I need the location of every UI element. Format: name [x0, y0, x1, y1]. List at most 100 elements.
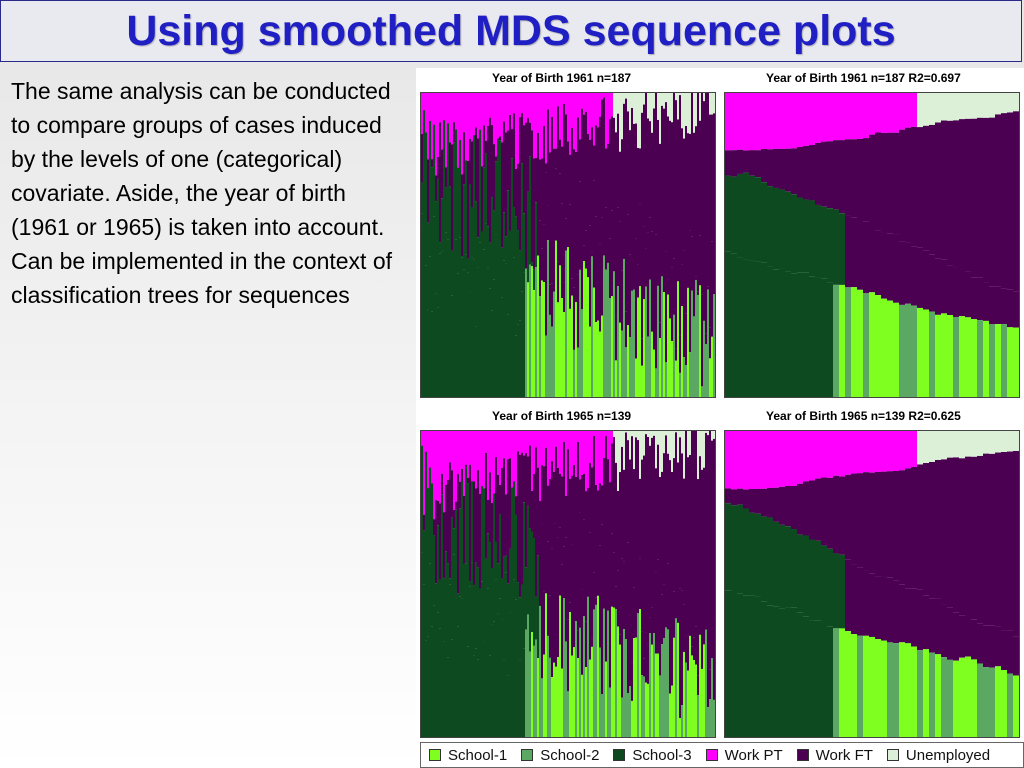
- sequence-segment: [659, 575, 661, 676]
- sequence-segment: [433, 431, 435, 520]
- sequence-segment: [597, 282, 599, 321]
- sequence-segment: [525, 431, 527, 453]
- sequence-segment: [635, 637, 637, 737]
- sequence-segment: [1007, 630, 1013, 674]
- sequence-segment: [469, 138, 471, 184]
- sequence-segment: [1007, 289, 1013, 328]
- sequence-segment: [851, 139, 857, 218]
- sequence-segment: [589, 225, 591, 327]
- sequence-segment: [851, 431, 857, 474]
- sequence-segment: [557, 467, 559, 538]
- sequence-segment: [685, 365, 687, 397]
- sequence-segment: [651, 93, 653, 133]
- sequence-segment: [671, 685, 673, 737]
- sequence-segment: [641, 112, 643, 339]
- sequence-segment: [821, 93, 827, 142]
- sequence-segment: [941, 120, 947, 260]
- sequence-segment: [519, 659, 521, 737]
- sequence-segment: [581, 674, 583, 737]
- sequence-segment: [441, 645, 443, 737]
- sequence-segment: [821, 141, 827, 207]
- sequence-segment: [541, 248, 543, 281]
- sequence-segment: [501, 467, 503, 579]
- sequence-segment: [579, 139, 581, 182]
- sequence-segment: [737, 257, 743, 397]
- sequence-segment: [529, 93, 531, 123]
- sequence-segment: [625, 432, 627, 662]
- sequence-segment: [983, 93, 989, 118]
- sequence-segment: [953, 660, 959, 737]
- sequence-segment: [839, 213, 845, 285]
- sequence-segment: [667, 93, 669, 117]
- sequence-segment: [815, 204, 821, 278]
- sequence-segment: [519, 250, 521, 321]
- sequence-segment: [491, 431, 493, 504]
- sequence-segment: [881, 471, 887, 577]
- sequence-segment: [767, 93, 773, 150]
- sequence-segment: [589, 659, 591, 737]
- sequence-segment: [473, 655, 475, 737]
- sequence-segment: [565, 218, 567, 251]
- sequence-segment: [767, 517, 773, 606]
- sequence-segment: [667, 431, 669, 454]
- sequence-segment: [575, 476, 577, 524]
- sequence-segment: [429, 467, 431, 564]
- sequence-segment: [463, 269, 465, 397]
- sequence-segment: [495, 93, 497, 157]
- sequence-segment: [649, 445, 651, 618]
- sequence-segment: [521, 452, 523, 615]
- sequence-segment: [441, 431, 443, 474]
- sequence-segment: [689, 93, 691, 134]
- sequence-segment: [785, 93, 791, 149]
- sequence-segment: [619, 322, 621, 397]
- sequence-segment: [725, 175, 731, 252]
- sequence-segment: [491, 197, 493, 311]
- sequence-segment: [559, 527, 561, 596]
- sequence-segment: [827, 282, 833, 397]
- sequence-segment: [555, 93, 557, 149]
- sequence-segment: [601, 524, 603, 695]
- sequence-segment: [711, 336, 713, 397]
- sequence-segment: [511, 487, 513, 589]
- sequence-segment: [761, 601, 767, 737]
- sequence-segment: [451, 144, 453, 251]
- sequence-segment: [421, 445, 423, 553]
- sequence-segment: [881, 640, 887, 737]
- sequence-segment: [569, 308, 571, 397]
- sequence-segment: [539, 220, 541, 297]
- sequence-segment: [619, 644, 621, 737]
- sequence-segment: [699, 93, 701, 121]
- sequence-segment: [773, 93, 779, 149]
- sequence-segment: [615, 431, 617, 463]
- sequence-segment: [641, 459, 643, 632]
- sequence-segment: [685, 313, 687, 366]
- sequence-segment: [995, 93, 1001, 115]
- sequence-segment: [679, 718, 681, 737]
- sequence-segment: [609, 644, 611, 688]
- sequence-segment: [611, 443, 613, 534]
- sequence-segment: [677, 93, 679, 120]
- sequence-segment: [615, 462, 617, 587]
- sequence-segment: [977, 431, 983, 456]
- sequence-segment: [593, 145, 595, 181]
- sequence-segment: [475, 127, 477, 202]
- sequence-segment: [631, 107, 633, 307]
- sequence-segment: [605, 661, 607, 737]
- sequence-segment: [673, 591, 675, 638]
- sequence-segment: [447, 479, 449, 564]
- sequence-segment: [573, 149, 575, 288]
- sequence-segment: [547, 635, 549, 737]
- sequence-segment: [555, 446, 557, 523]
- sequence-segment: [477, 237, 479, 268]
- sequence-segment: [447, 239, 449, 397]
- sequence-chart-1965-raw: [421, 431, 715, 737]
- sequence-segment: [827, 626, 833, 737]
- sequence-segment: [709, 431, 711, 670]
- sequence-segment: [603, 431, 605, 458]
- sequence-segment: [665, 627, 667, 737]
- sequence-segment: [651, 132, 653, 232]
- sequence-segment: [517, 230, 519, 325]
- sequence-segment: [923, 93, 929, 126]
- sequence-segment: [653, 431, 655, 436]
- sequence-segment: [779, 486, 785, 525]
